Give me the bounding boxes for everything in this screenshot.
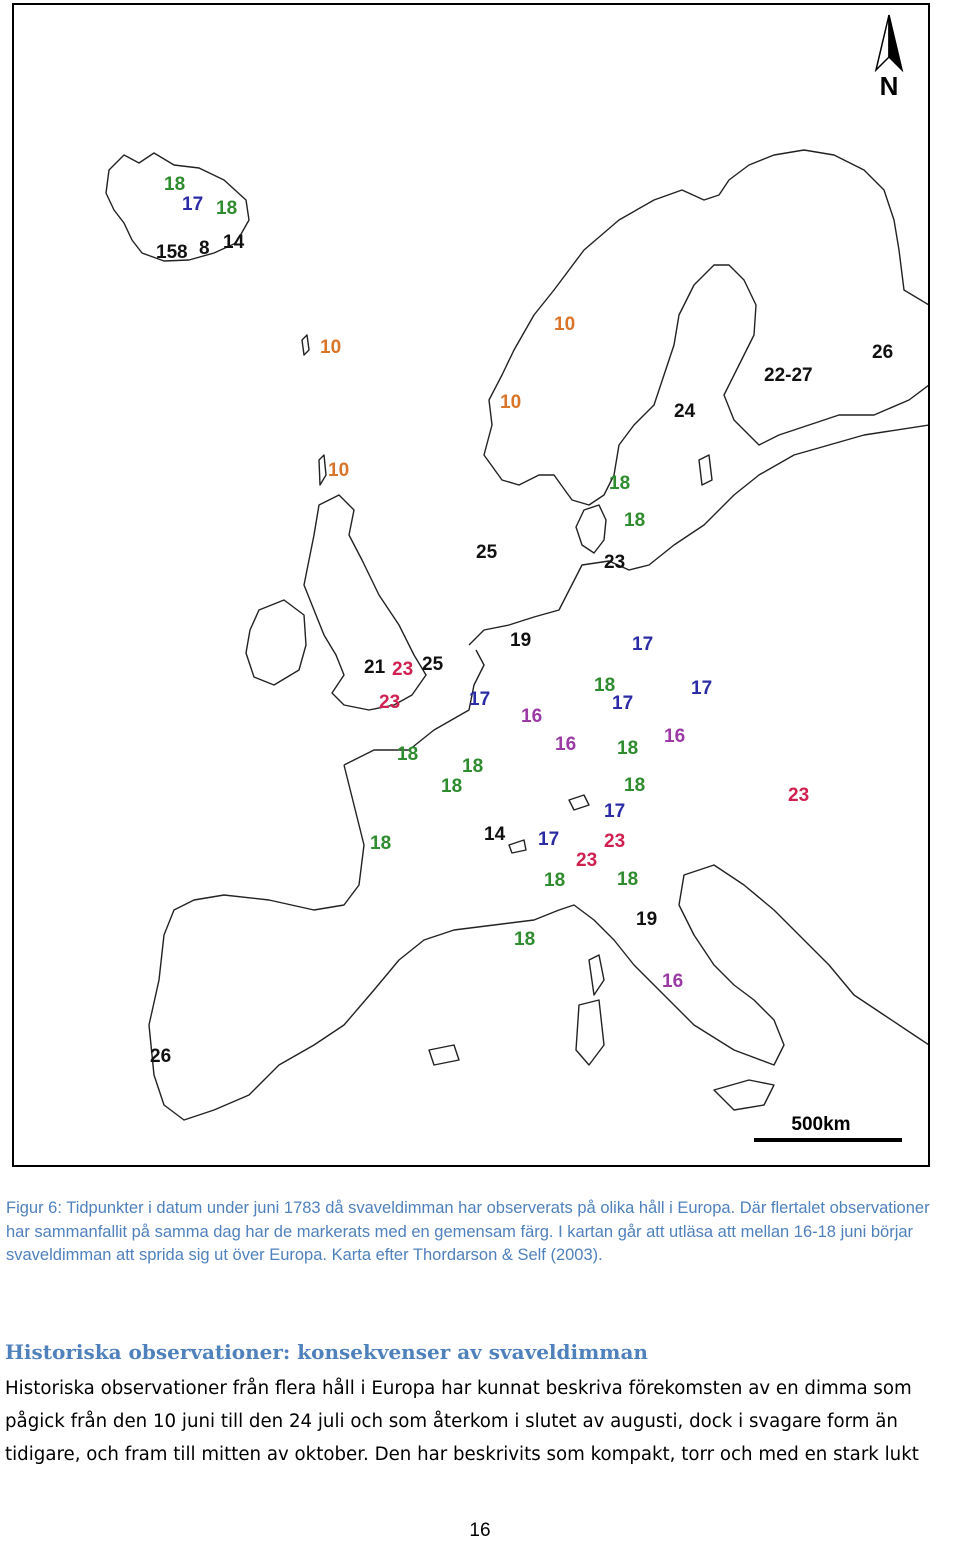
map-label-blue: 17 [182,194,203,215]
lake-mark-2 [508,839,527,854]
faroe-islands [301,334,310,356]
map-label-black: 25 [422,654,444,675]
map-label-red: 23 [576,850,597,871]
western-europe-coast [148,649,928,1121]
north-label: N [880,71,899,101]
map-label-purple: 16 [555,734,576,755]
map-label-purple: 16 [521,706,542,727]
map-label-red: 23 [788,785,809,806]
corsica-outline [588,954,605,996]
map-label-black: 21 [364,657,386,678]
denmark-outline [575,504,607,554]
map-label-blue: 17 [604,801,625,822]
body-line: pågick från den 10 juni till den 24 juli… [5,1411,898,1432]
map-label-green: 18 [544,870,565,891]
map-label-black: 14 [484,824,506,845]
map-label-black: 8 [199,238,210,259]
scale-label: 500km [791,1114,850,1135]
map-label-blue: 17 [538,829,559,850]
map-label-orange: 10 [320,337,341,358]
lake-mark [568,794,590,811]
map-label-black: 26 [872,342,893,363]
map-label-green: 18 [216,198,237,219]
sardinia-outline [575,999,605,1066]
ireland-outline [245,599,307,686]
map-label-green: 18 [164,174,185,195]
map-label-green: 18 [617,869,638,890]
map-label-green: 18 [594,675,615,696]
map-label-red: 23 [604,831,625,852]
map-label-red: 23 [379,692,400,713]
map-label-orange: 10 [554,314,575,335]
map-label-black: 25 [476,542,498,563]
map-label-orange: 10 [328,460,349,481]
map-label-blue: 17 [469,689,490,710]
body-line: tidigare, och fram till mitten av oktobe… [5,1444,919,1465]
map-label-green: 18 [370,833,391,854]
europe-map: N 500km 18 17 18 15 8 8 14 10 10 10 10 26 22-27 24 18 1… [12,3,930,1167]
map-label-red: 23 [392,659,413,680]
figure-caption: Figur 6: Tidpunkter i datum under juni 1… [6,1199,930,1264]
map-label-green: 18 [609,473,630,494]
map-label-green: 18 [462,756,483,777]
great-britain-outline [303,494,427,711]
map-label-orange: 10 [500,392,521,413]
shetland-islands [318,454,327,486]
map-label-purple: 16 [664,726,685,747]
map-label-black: 19 [636,909,657,930]
continental-north-coast [468,424,928,646]
north-arrow-icon: N [874,14,904,101]
map-label-black: 26 [150,1046,171,1067]
map-label-green: 18 [397,744,418,765]
map-label-black: 8 [177,242,188,263]
map-label-black: 23 [604,552,625,573]
body-paragraph: Historiska observationer från flera håll… [5,1372,960,1471]
coastlines [105,149,928,1121]
map-label-green: 18 [514,929,535,950]
sicily-outline [713,1079,775,1111]
balearic-islands [428,1044,460,1066]
map-label-green: 18 [441,776,462,797]
map-label-green: 18 [624,775,645,796]
map-label-blue: 17 [691,678,712,699]
map-label-black: 24 [674,401,696,422]
body-line: Historiska observationer från flera håll… [5,1378,912,1399]
page-number: 16 [469,1520,491,1541]
map-label-black: 19 [510,630,531,651]
map-label-blue: 17 [612,693,633,714]
map-label-green: 18 [624,510,645,531]
map-label-green: 18 [617,738,638,759]
section-heading: Historiska observationer: konsekvenser a… [5,1340,648,1364]
map-label-black: 15 [156,242,178,263]
gotland [698,454,713,486]
map-label-blue: 17 [632,634,653,655]
map-label-black: 14 [223,232,245,253]
scale-bar: 500km [754,1114,902,1142]
map-label-black: 22-27 [764,365,813,386]
iceland-outline [105,152,250,262]
scandinavia-outline [483,149,928,506]
map-label-purple: 16 [662,971,683,992]
